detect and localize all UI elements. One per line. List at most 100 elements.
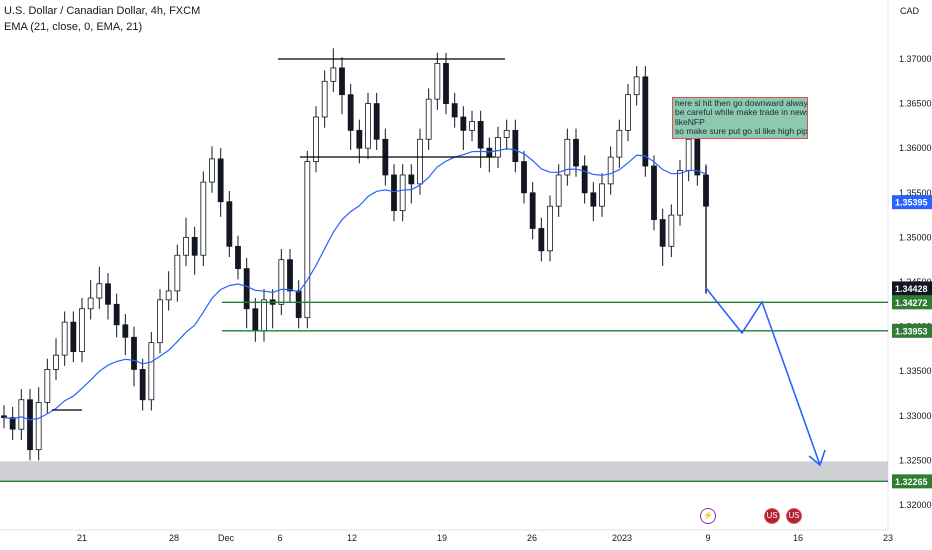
- x-tick-label: 26: [527, 533, 537, 543]
- x-tick-label: 6: [277, 533, 282, 543]
- price-label: 1.32265: [895, 477, 928, 487]
- candle-body: [261, 299, 267, 332]
- candle-body: [35, 402, 42, 451]
- event-lightning-icon[interactable]: ⚡: [700, 508, 716, 524]
- y-tick-label: 1.35000: [899, 232, 932, 242]
- candle-body: [304, 161, 311, 319]
- note-line: so make sure put go sl like high pips: [675, 126, 808, 137]
- candle-body: [321, 80, 328, 118]
- candle-body: [131, 336, 137, 370]
- y-tick-label: 1.32000: [899, 500, 932, 510]
- ema-line: [3, 148, 707, 421]
- projection-arrowhead: [808, 449, 826, 467]
- candle-body: [581, 165, 588, 194]
- candle-body: [391, 174, 397, 212]
- candle-body: [347, 94, 354, 131]
- candle-body: [616, 129, 623, 158]
- chart-legend: U.S. Dollar / Canadian Dollar, 4h, FXCM …: [4, 3, 200, 35]
- x-tick-label: 12: [347, 533, 357, 543]
- candle-body: [443, 63, 449, 104]
- candle-body: [191, 236, 198, 256]
- candle-body: [417, 138, 423, 185]
- candle-body: [460, 116, 467, 131]
- trade-note: here sl hit then go downward always be c…: [672, 97, 808, 139]
- candle-body: [70, 321, 77, 352]
- candle-body: [425, 98, 432, 140]
- candle-body: [330, 67, 337, 82]
- candle-body: [599, 183, 605, 207]
- candle-body: [503, 129, 510, 138]
- candle-body: [139, 369, 146, 401]
- candle-body: [547, 205, 553, 252]
- candle-body: [243, 268, 250, 310]
- candle-body: [295, 290, 302, 319]
- candle-body: [96, 283, 103, 299]
- candle-body: [252, 308, 259, 332]
- note-line: be careful while make trade in news: [675, 107, 808, 118]
- ema-indicator-label: EMA (21, close, 0, EMA, 21): [4, 21, 143, 33]
- candle-body: [677, 170, 683, 216]
- candle-body: [235, 245, 241, 270]
- price-label-bg: [892, 323, 932, 338]
- candle-body: [373, 103, 380, 140]
- candle-body: [200, 181, 207, 256]
- price-label: 1.34428: [895, 284, 928, 294]
- candle-body: [408, 174, 415, 185]
- candle-body: [44, 369, 51, 403]
- candle-body: [521, 161, 527, 194]
- us-flag-icon[interactable]: US: [764, 508, 780, 524]
- candle-body: [651, 165, 657, 220]
- x-tick-label: 23: [883, 533, 893, 543]
- candle-body: [79, 308, 85, 352]
- y-tick-label: 1.35500: [899, 188, 932, 198]
- currency-label: CAD: [900, 6, 920, 16]
- x-tick-label: 28: [169, 533, 179, 543]
- projection-path: [705, 287, 821, 466]
- candle-body: [53, 354, 59, 370]
- note-line: here sl hit then go downward always: [675, 98, 808, 108]
- y-tick-label: 1.36000: [899, 143, 932, 153]
- y-tick-label: 1.37000: [899, 54, 932, 64]
- candle-body: [486, 147, 493, 158]
- candle-body: [625, 94, 631, 131]
- y-tick-label: 1.36500: [899, 99, 932, 109]
- candle-body: [356, 129, 363, 149]
- candle-body: [313, 116, 319, 162]
- candle-body: [148, 342, 155, 401]
- candle-body: [339, 67, 345, 96]
- candle-body: [529, 192, 536, 229]
- candle-body: [1, 415, 7, 418]
- candle-body: [87, 297, 94, 310]
- candle-body: [287, 259, 293, 292]
- price-label-bg: [892, 474, 932, 489]
- candle-body: [590, 192, 597, 207]
- candle-body: [105, 283, 111, 305]
- x-tick-label: 9: [705, 533, 710, 543]
- x-tick-label: 16: [793, 533, 803, 543]
- y-tick-label: 1.33500: [899, 366, 932, 376]
- candle-body: [642, 76, 649, 167]
- candle-body: [573, 138, 579, 167]
- candle-body: [365, 103, 371, 149]
- note-line: likeNFP: [675, 116, 705, 127]
- demand-zone: [0, 461, 888, 481]
- price-label-bg: [892, 281, 932, 296]
- candle-body: [157, 299, 163, 344]
- price-label: 1.34272: [895, 298, 928, 308]
- candle-body: [183, 236, 189, 256]
- candle-body: [538, 228, 545, 252]
- candle-body: [399, 174, 406, 212]
- x-tick-label: 19: [437, 533, 447, 543]
- candle-body: [477, 121, 484, 149]
- price-label: 1.35395: [895, 198, 928, 208]
- us-flag-icon[interactable]: US: [786, 508, 802, 524]
- price-label: 1.33953: [895, 326, 928, 336]
- candle-body: [434, 63, 441, 100]
- candle-body: [564, 138, 571, 176]
- y-tick-label: 1.32500: [899, 455, 932, 465]
- price-label-bg: [892, 195, 932, 210]
- candle-body: [659, 219, 666, 247]
- candle-body: [209, 158, 215, 183]
- candle-body: [217, 158, 224, 203]
